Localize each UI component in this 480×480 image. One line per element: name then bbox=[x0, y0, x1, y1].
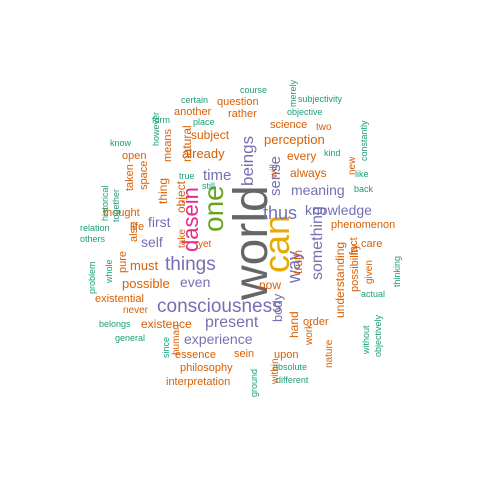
word-knowledge: knowledge bbox=[305, 202, 372, 218]
word-another: another bbox=[174, 106, 212, 118]
word-will: will bbox=[269, 164, 280, 178]
word-problem: problem bbox=[87, 261, 97, 294]
word-interpretation: interpretation bbox=[166, 376, 231, 388]
word-order: order bbox=[303, 316, 329, 328]
word-means: means bbox=[162, 128, 174, 162]
word-already: already bbox=[182, 146, 225, 161]
word-form: form bbox=[152, 115, 170, 125]
word-phenomenon: phenomenon bbox=[331, 219, 396, 231]
word-existential: existential bbox=[95, 293, 144, 305]
word-science: science bbox=[270, 119, 308, 131]
word-one: one bbox=[198, 185, 229, 232]
word-back: back bbox=[354, 184, 374, 194]
word-true: true bbox=[179, 171, 195, 181]
word-never: never bbox=[123, 305, 149, 316]
word-also: also bbox=[128, 221, 140, 242]
word-certain: certain bbox=[181, 95, 209, 105]
word-course: course bbox=[240, 85, 268, 95]
word-now: now bbox=[259, 278, 282, 292]
word-taken: taken bbox=[124, 164, 136, 191]
word-general: general bbox=[115, 333, 146, 343]
word-thought: thought bbox=[103, 207, 140, 219]
word-must: must bbox=[130, 258, 159, 273]
word-fact: fact bbox=[348, 237, 360, 255]
word-objective: objective bbox=[287, 107, 323, 117]
word-meaning: meaning bbox=[291, 182, 345, 198]
word-absolute: absolute bbox=[273, 362, 308, 372]
word-time: time bbox=[203, 167, 232, 184]
word-given: given bbox=[364, 260, 375, 284]
word-rather: rather bbox=[228, 108, 257, 120]
word-perception: perception bbox=[264, 132, 325, 147]
word-even: even bbox=[180, 274, 211, 290]
word-together: together bbox=[111, 188, 121, 222]
word-place: place bbox=[193, 117, 215, 127]
word-open: open bbox=[122, 150, 147, 162]
word-still: still bbox=[202, 181, 215, 191]
word-understanding: understanding bbox=[333, 241, 347, 318]
word-philosophy: philosophy bbox=[180, 362, 233, 374]
word-since: since bbox=[161, 336, 171, 358]
word-self: self bbox=[141, 234, 163, 250]
word-hand: hand bbox=[287, 311, 301, 338]
word-yet: yet bbox=[198, 239, 212, 250]
word-care: care bbox=[361, 238, 383, 250]
word-belongs: belongs bbox=[99, 319, 131, 329]
word-every: every bbox=[287, 149, 317, 163]
word-present: present bbox=[205, 314, 259, 331]
word-space: space bbox=[138, 160, 150, 190]
word-thus: thus bbox=[263, 203, 298, 223]
word-always: always bbox=[290, 166, 327, 180]
word-different: different bbox=[276, 375, 309, 385]
word-two: two bbox=[316, 122, 332, 133]
word-upon: upon bbox=[274, 349, 299, 361]
word-human: human bbox=[171, 324, 182, 355]
word-life: life bbox=[130, 221, 145, 233]
word-others: others bbox=[80, 234, 106, 244]
word-consciousness: consciousness bbox=[157, 296, 282, 317]
word-pure: pure bbox=[117, 250, 129, 273]
word-subjectivity: subjectivity bbox=[298, 94, 343, 104]
word-thing: thing bbox=[156, 177, 170, 204]
word-know: know bbox=[110, 138, 132, 148]
word-question: question bbox=[217, 96, 259, 108]
word-body: body bbox=[270, 293, 285, 322]
word-objectively: objectively bbox=[373, 314, 383, 357]
word-subject: subject bbox=[191, 128, 230, 142]
word-existence: existence bbox=[141, 317, 192, 331]
word-actual: actual bbox=[361, 289, 386, 299]
word-first: first bbox=[148, 214, 171, 230]
word-sein: sein bbox=[234, 348, 255, 360]
word-work: work bbox=[304, 323, 315, 345]
word-kind: kind bbox=[324, 148, 341, 158]
word-object: object bbox=[174, 180, 188, 213]
word-beings: beings bbox=[238, 135, 257, 186]
word-whole: whole bbox=[104, 259, 114, 283]
word-without: without bbox=[361, 325, 371, 354]
word-merely: merely bbox=[288, 79, 298, 107]
word-experience: experience bbox=[184, 331, 253, 347]
word-ground: ground bbox=[249, 368, 259, 397]
word-natural: natural bbox=[180, 125, 194, 162]
word-relation: relation bbox=[80, 223, 110, 233]
word-things: things bbox=[165, 254, 216, 275]
word-historical: historical bbox=[100, 185, 110, 221]
word-thinking: thinking bbox=[392, 255, 402, 287]
word-possible: possible bbox=[122, 276, 170, 291]
word-essence: essence bbox=[175, 349, 216, 361]
word-nature: nature bbox=[324, 339, 335, 368]
word-like: like bbox=[355, 169, 369, 179]
word-constantly: constantly bbox=[359, 120, 369, 161]
word-truth: truth bbox=[291, 249, 305, 274]
word-take: take bbox=[177, 229, 188, 248]
